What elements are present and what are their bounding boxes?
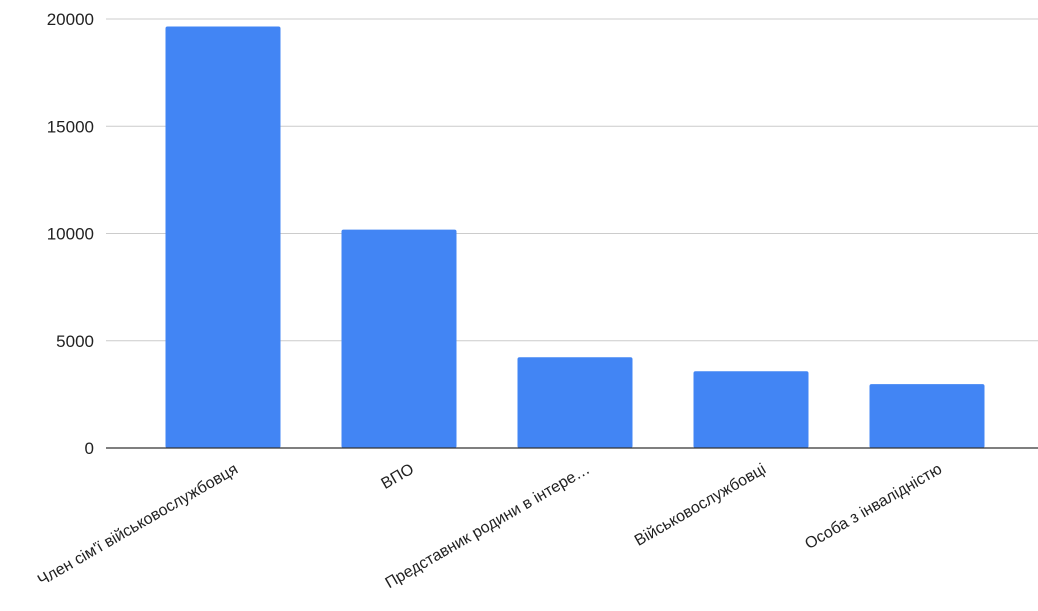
bar[interactable] [341, 229, 457, 448]
bar[interactable] [517, 357, 633, 448]
bar-layer [165, 26, 985, 448]
x-category-label: Представник родини в інтере… [383, 461, 593, 592]
y-tick-label: 15000 [47, 117, 94, 136]
bar[interactable] [869, 384, 985, 448]
x-category-label: Особа з інвалідністю [802, 461, 945, 553]
y-tick-label: 5000 [56, 332, 94, 351]
y-tick-label: 20000 [47, 10, 94, 29]
y-tick-label: 10000 [47, 225, 94, 244]
bar[interactable] [165, 26, 281, 448]
x-category-label: Член сім'ї військовослужбовця [35, 461, 241, 590]
x-category-label: Військовослужбовці [632, 461, 769, 550]
y-tick-label: 0 [85, 439, 94, 458]
bar[interactable] [693, 371, 809, 448]
x-category-label: ВПО [379, 461, 417, 493]
